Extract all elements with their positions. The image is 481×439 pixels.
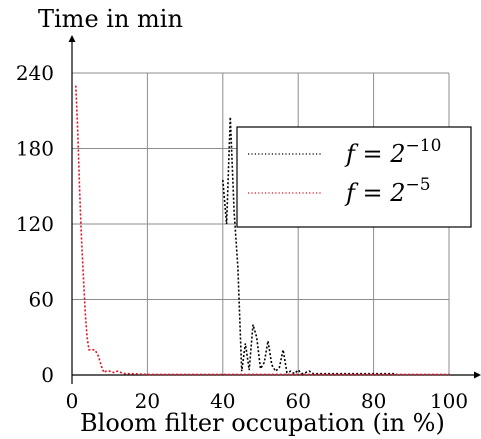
legend-label-f-2-10: f = 2−10: [344, 136, 441, 168]
x-tick-label: 100: [430, 389, 468, 413]
y-tick-label: 240: [16, 61, 54, 85]
legend: f = 2−10 f = 2−5: [236, 126, 472, 228]
y-tick-label: 120: [16, 212, 54, 236]
tick-labels: 0 20 40 60 80 100 0 60 120 180 240: [16, 61, 468, 413]
x-tick-label: 80: [361, 389, 386, 413]
x-axis-title: Bloom filter occupation (in %): [80, 409, 445, 437]
x-tick-label: 0: [66, 389, 79, 413]
series-lines: [75, 85, 449, 376]
legend-box: [236, 126, 472, 228]
y-tick-label: 180: [16, 137, 54, 161]
x-tick-label: 60: [285, 389, 310, 413]
y-axis-title: Time in min: [38, 5, 183, 33]
x-tick-label: 40: [210, 389, 235, 413]
y-tick-label: 60: [29, 288, 54, 312]
x-axis-arrow: [474, 371, 481, 379]
y-tick-label: 0: [41, 363, 54, 387]
y-axis-arrow: [68, 35, 76, 42]
legend-label-f-2-5: f = 2−5: [344, 175, 431, 207]
x-tick-label: 20: [135, 389, 160, 413]
series-line-1: [75, 85, 449, 376]
